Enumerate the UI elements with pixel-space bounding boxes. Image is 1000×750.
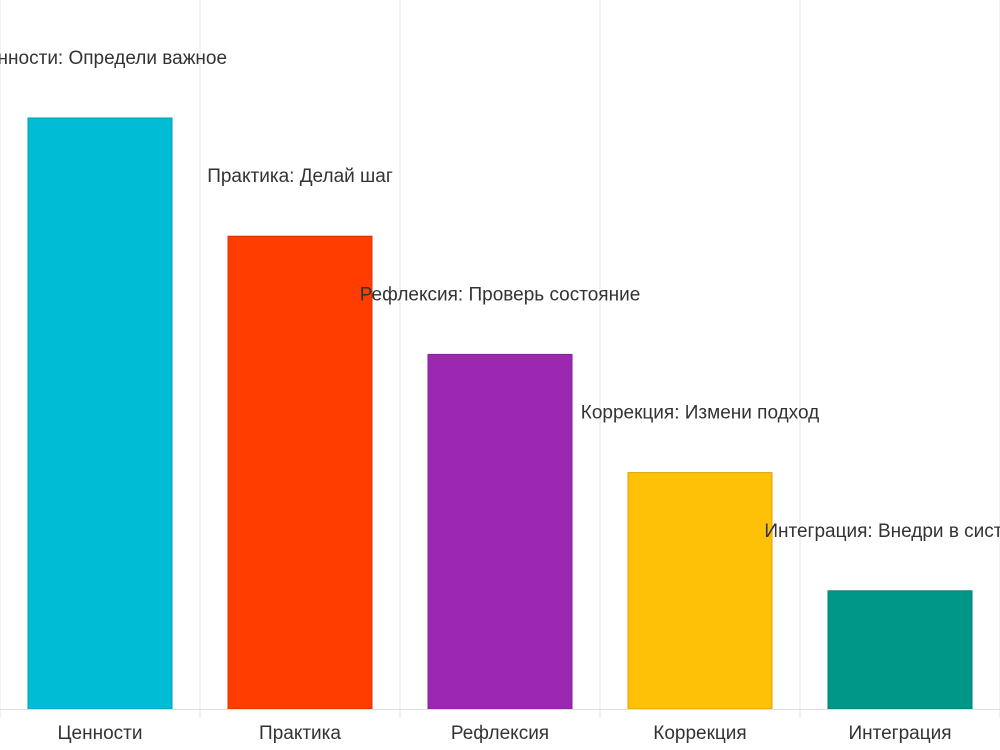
grid bbox=[0, 0, 1000, 718]
x-tick-label: Практика bbox=[259, 723, 341, 744]
bar-5 bbox=[827, 590, 973, 710]
data-labels: Ценности: Определи важное Практика: Делай… bbox=[0, 48, 1000, 542]
bar-2 bbox=[227, 235, 373, 710]
x-tick-label: Интеграция bbox=[848, 723, 951, 744]
x-axis: Ценности Практика Рефлексия Коррекция Интегр… bbox=[0, 709, 1000, 744]
data-label: Рефлексия: Проверь состояние bbox=[360, 284, 641, 305]
data-label: Ценности: Определи важное bbox=[0, 48, 227, 69]
data-label: Интеграция: Внедри в систему bbox=[764, 521, 1000, 542]
bar-3 bbox=[427, 353, 573, 710]
data-label: Практика: Делай шаг bbox=[207, 166, 393, 187]
bar-1 bbox=[27, 117, 173, 710]
x-tick-label: Коррекция bbox=[653, 723, 746, 744]
x-tick-label: Ценности bbox=[58, 723, 143, 744]
bar-4 bbox=[627, 472, 773, 710]
data-label: Коррекция: Измени подход bbox=[581, 403, 819, 424]
x-tick-label: Рефлексия bbox=[451, 723, 549, 744]
bars bbox=[27, 117, 973, 710]
